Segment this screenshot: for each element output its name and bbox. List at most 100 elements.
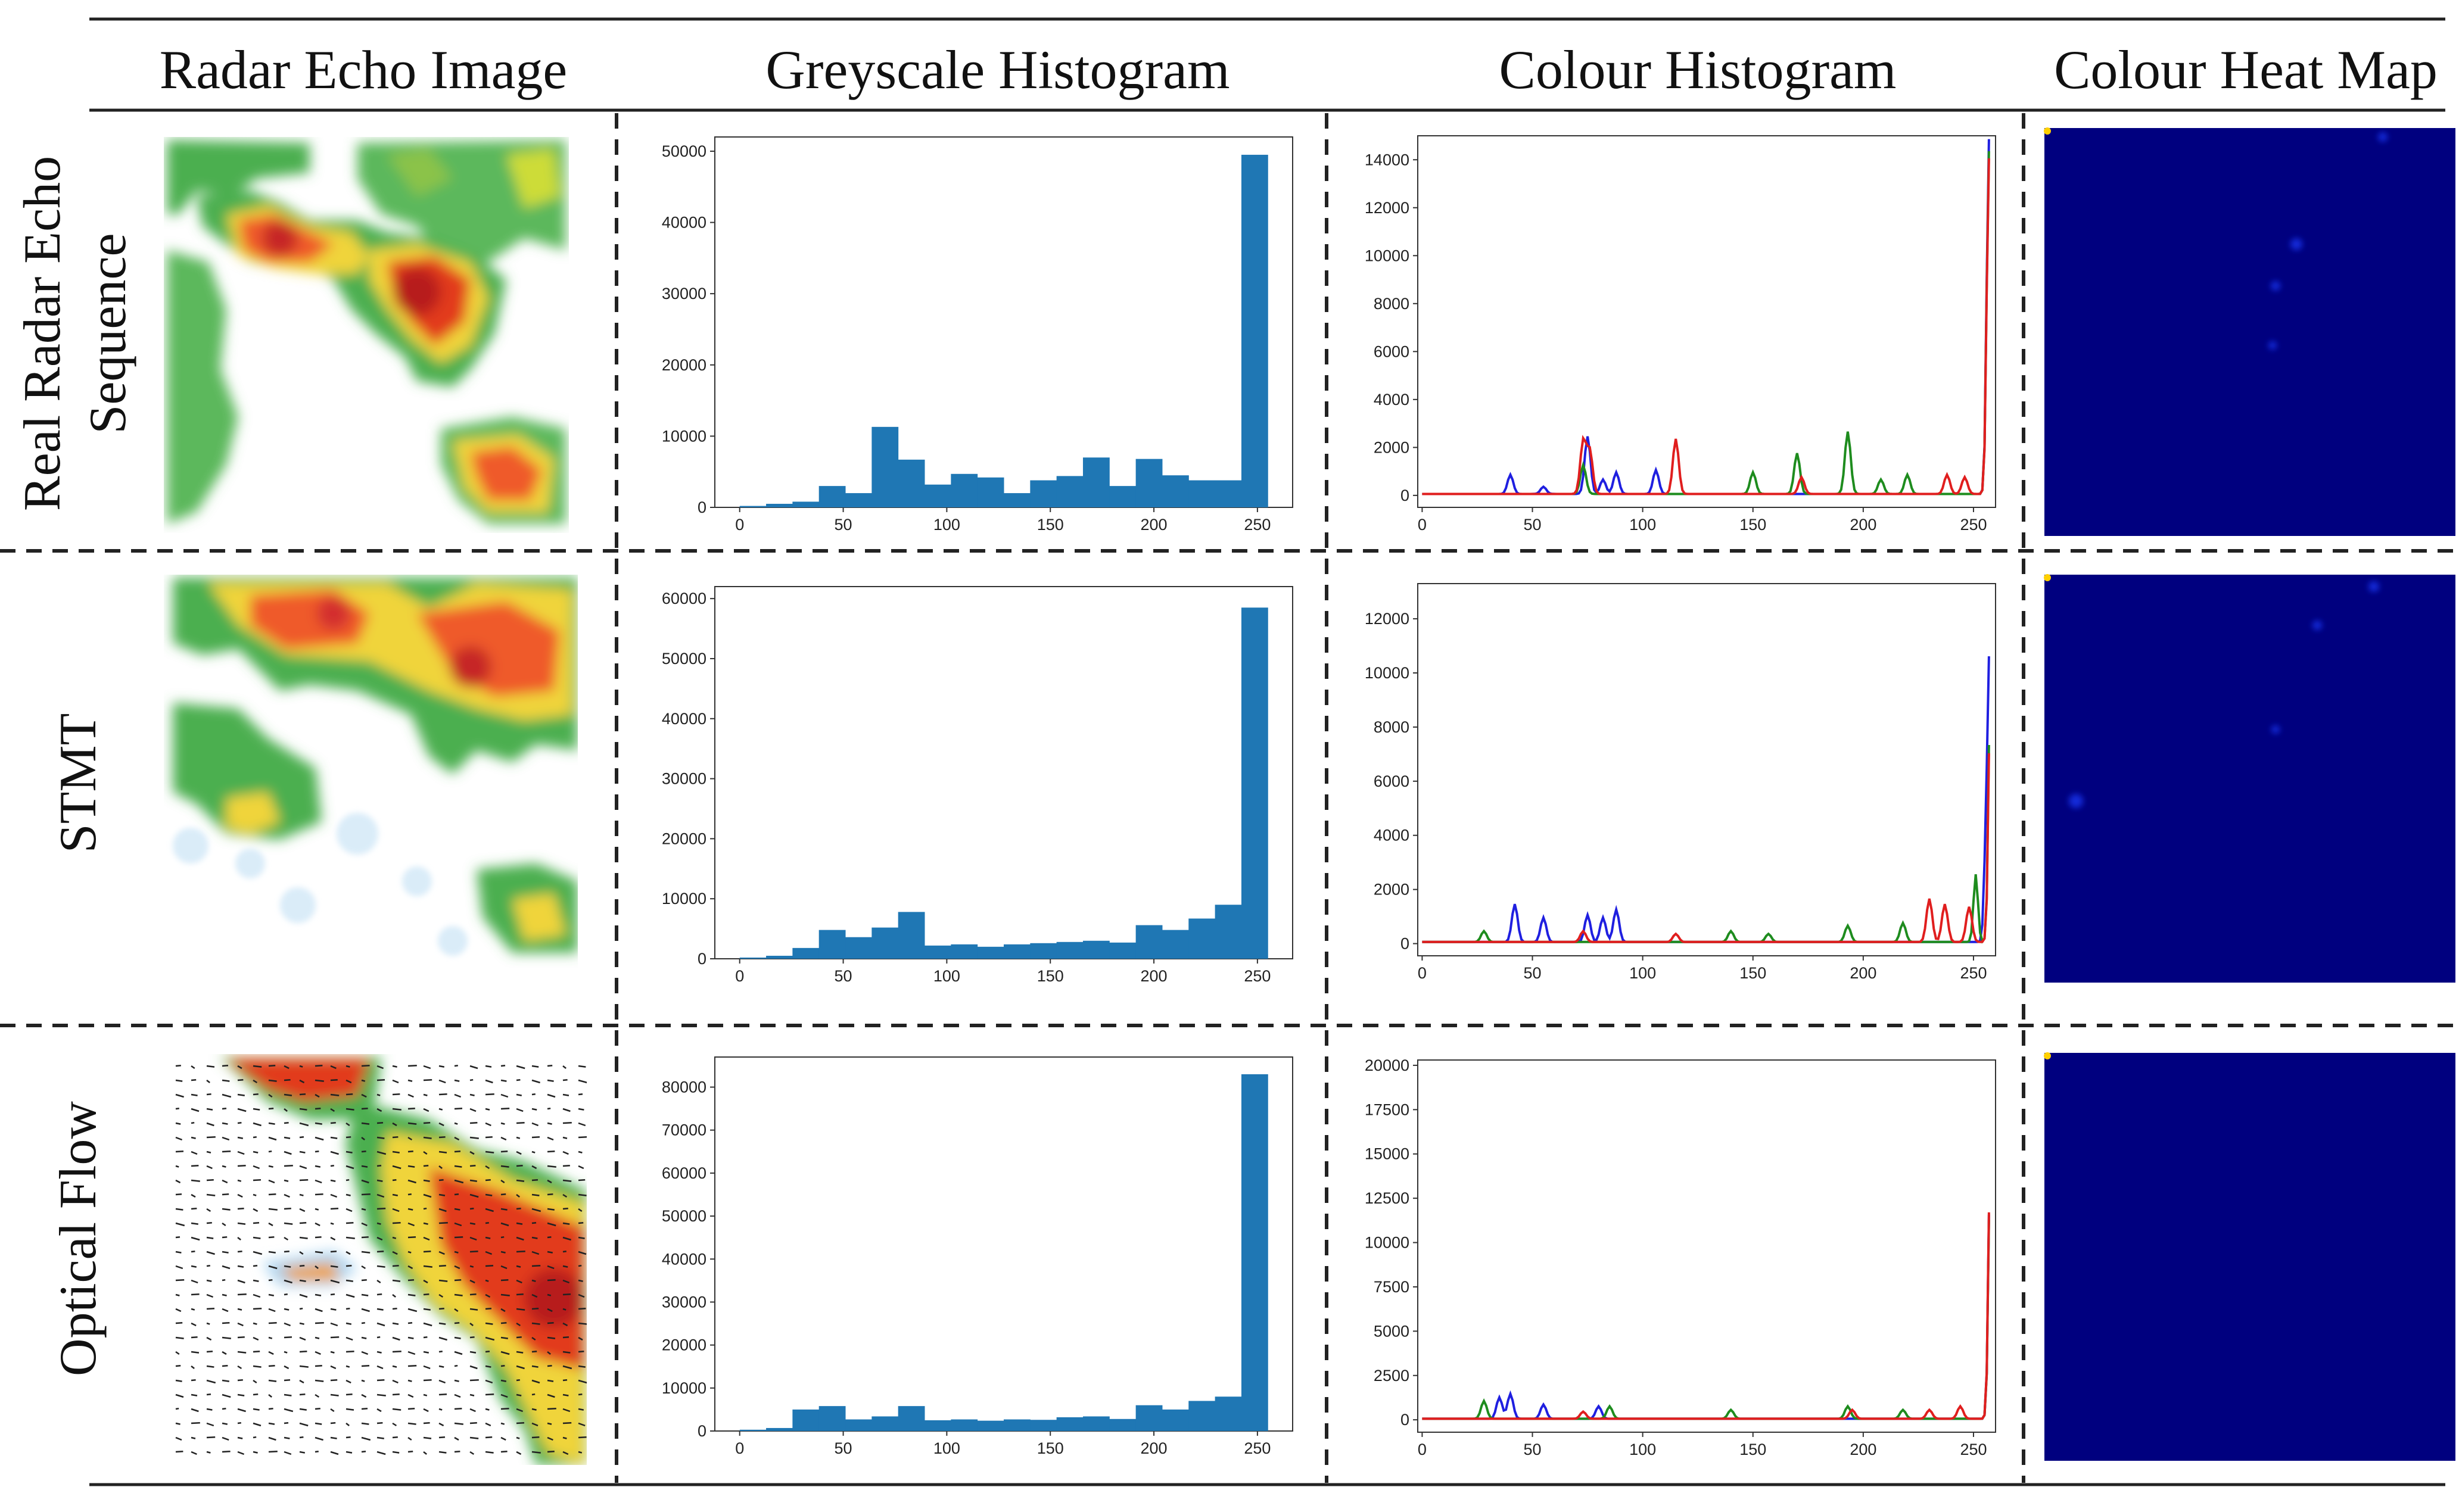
flow-arrow — [299, 1122, 309, 1127]
flow-arrow — [206, 1093, 211, 1096]
flow-arrow — [284, 1164, 293, 1167]
flow-arrow — [392, 1294, 396, 1298]
flow-arrow — [361, 1351, 369, 1355]
flow-arrow — [578, 1208, 583, 1212]
flow-arrow — [454, 1436, 459, 1441]
flow-arrow — [469, 1336, 475, 1339]
flow-arrow — [268, 1222, 273, 1227]
flow-arrow — [407, 1293, 416, 1296]
flow-arrow — [299, 1193, 304, 1196]
plot-frame — [1417, 583, 1996, 956]
flow-arrow — [175, 1336, 184, 1339]
colour-row-3-chart: 0 50 100 150 200 2500250050007500100001250015… — [1365, 1056, 1996, 1458]
flow-arrow — [516, 1308, 525, 1311]
flow-arrow — [392, 1208, 400, 1212]
y-tick-label: 5000 — [1374, 1322, 1409, 1340]
flow-arrow — [407, 1393, 414, 1398]
flow-arrow — [469, 1179, 477, 1182]
histogram-bar — [1056, 1417, 1084, 1431]
y-tick-label: 14000 — [1365, 151, 1409, 169]
flow-arrow — [392, 1079, 399, 1084]
flow-arrow — [547, 1136, 554, 1141]
flow-arrow — [376, 1164, 382, 1167]
flow-arrow — [516, 1408, 524, 1413]
flow-arrow — [516, 1093, 522, 1096]
flow-arrow — [547, 1422, 552, 1425]
y-tick-label: 20000 — [1365, 1056, 1409, 1074]
flow-arrow — [175, 1351, 180, 1355]
y-tick-label: 60000 — [662, 1164, 706, 1182]
radar-image-optical-flow — [175, 1057, 587, 1465]
flow-arrow — [454, 1150, 461, 1153]
flow-arrow — [392, 1322, 399, 1325]
plot-frame — [714, 586, 1293, 959]
y-tick-label: 7500 — [1374, 1278, 1409, 1296]
flow-arrow — [345, 1379, 351, 1384]
flow-arrow — [407, 1093, 414, 1098]
flow-arrow — [469, 1250, 478, 1253]
plot-frame — [714, 136, 1293, 508]
x-tick-label: 100 — [1629, 1441, 1656, 1458]
flow-arrow — [284, 1436, 290, 1439]
flow-arrow — [376, 1265, 385, 1268]
flow-arrow — [315, 1251, 323, 1254]
flow-arrow — [500, 1079, 507, 1082]
flow-arrow — [485, 1307, 492, 1310]
flow-arrow — [531, 1279, 536, 1282]
flow-arrow — [438, 1350, 443, 1353]
x-tick-label: 0 — [735, 967, 744, 985]
flow-arrow — [438, 1379, 446, 1384]
histogram-bar — [1056, 942, 1084, 959]
flow-arrow — [268, 1293, 275, 1296]
flow-arrow — [578, 1122, 586, 1127]
x-tick-label: 0 — [735, 516, 744, 534]
flow-arrow — [392, 1408, 401, 1411]
flow-arrow — [191, 1207, 197, 1210]
flow-arrow — [330, 1164, 334, 1167]
flow-arrow — [469, 1323, 474, 1326]
flow-arrow — [407, 1079, 413, 1082]
flow-arrow — [299, 1365, 309, 1368]
flow-arrow — [345, 1165, 354, 1170]
flow-arrow — [376, 1436, 384, 1439]
flow-arrow — [345, 1151, 353, 1154]
flow-arrow — [175, 1393, 184, 1398]
flow-arrow — [222, 1351, 227, 1355]
flow-arrow — [438, 1393, 447, 1396]
flow-arrow — [578, 1336, 583, 1341]
histogram-bar — [1188, 918, 1216, 959]
flow-arrow — [485, 1264, 494, 1267]
flow-arrow — [299, 1393, 306, 1396]
colour-row-2-chart: 0 50 100 150 200 250 0 2000 4000 6000 8000 10000 120… — [1365, 583, 1996, 982]
histogram-bar — [739, 957, 767, 959]
flow-arrow — [330, 1293, 335, 1296]
flow-arrow — [237, 1179, 242, 1182]
flow-arrow — [469, 1164, 476, 1167]
flow-arrow — [361, 1107, 368, 1110]
flow-arrow — [175, 1265, 183, 1270]
flow-arrow — [531, 1151, 536, 1154]
x-tick-label: 200 — [1141, 1439, 1168, 1457]
flow-arrow — [392, 1151, 400, 1154]
flow-arrow — [284, 1179, 289, 1182]
histogram-bar — [1004, 1419, 1031, 1431]
x-tick-label: 50 — [1523, 964, 1541, 982]
flow-arrow — [562, 1436, 567, 1439]
y-tick-label: 50000 — [662, 142, 706, 160]
histogram-bar — [1082, 940, 1110, 959]
flow-arrow — [330, 1265, 338, 1268]
flow-arrow — [500, 1336, 508, 1339]
flow-arrow — [222, 1436, 229, 1441]
flow-arrow — [562, 1151, 569, 1155]
y-tick-label: 10000 — [1365, 1234, 1409, 1252]
flow-arrow — [376, 1108, 382, 1112]
flow-arrow — [500, 1165, 509, 1168]
flow-arrow — [361, 1093, 367, 1098]
histogram-bar — [898, 912, 925, 959]
histogram-bar — [845, 493, 872, 507]
flow-arrow — [469, 1151, 475, 1155]
flow-arrow — [268, 1150, 272, 1153]
flow-arrow — [562, 1408, 571, 1413]
flow-arrow — [361, 1336, 367, 1339]
histogram-bar — [871, 1416, 899, 1431]
